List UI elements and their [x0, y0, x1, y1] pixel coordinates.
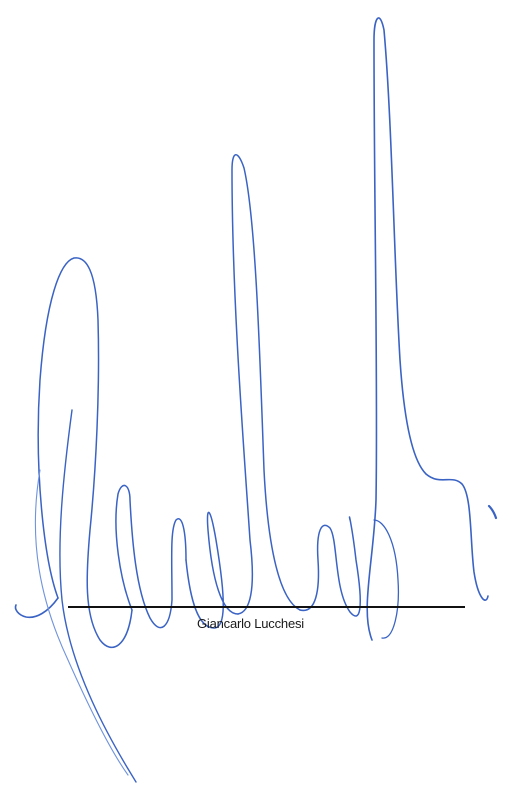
- signature-stroke-capital-loop: [37, 257, 133, 649]
- signature-stroke-accent: [487, 504, 498, 520]
- signature-stroke-hump-3: [299, 516, 361, 617]
- signature-stroke-start: [14, 597, 59, 619]
- signature-stroke-descender: [59, 409, 137, 783]
- signature-stroke-descender-2: [34, 469, 129, 776]
- signature-stroke-ascender-1: [231, 154, 301, 615]
- signer-name-label: Giancarlo Lucchesi: [197, 616, 304, 631]
- signature-stroke-hump-2: [185, 511, 239, 629]
- signature-line: [68, 606, 465, 608]
- signature-stroke-ascender-2-inner: [373, 519, 400, 639]
- signature-stroke-ascender-2: [366, 17, 489, 641]
